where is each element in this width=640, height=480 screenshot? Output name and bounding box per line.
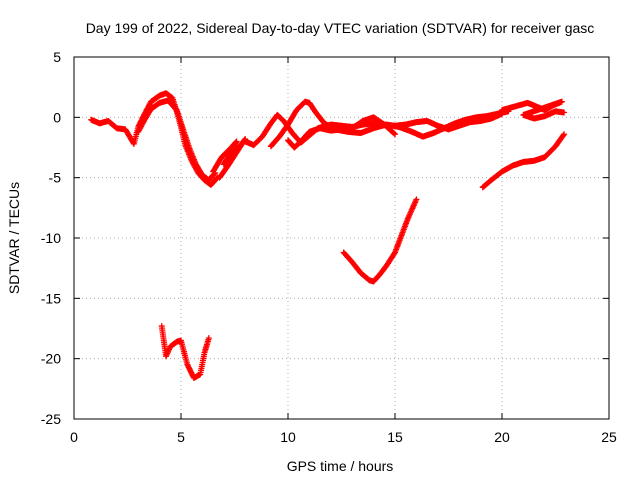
series-arc-v-shape: [340, 196, 420, 285]
series-arc-main-b: [135, 97, 219, 184]
x-tick-label: 15: [387, 429, 403, 445]
chart-title: Day 199 of 2022, Sidereal Day-to-day VTE…: [86, 20, 595, 36]
x-tick-label: 20: [494, 429, 510, 445]
series-arc-scatter-6-8h: [210, 136, 249, 181]
x-axis-label: GPS time / hours: [287, 458, 394, 474]
x-tick-label: 0: [70, 429, 78, 445]
data-point: [560, 132, 567, 139]
y-tick-label: -25: [41, 411, 61, 427]
x-tick-label: 5: [177, 429, 185, 445]
series-arc-late: [499, 98, 568, 122]
series-arc-w-shape: [158, 323, 212, 381]
data-point: [217, 173, 224, 180]
data-point: [413, 196, 420, 203]
axis-ticks: 0 5 10 15 20 25 5 0 -5 -10 -15 -20 -25: [41, 49, 617, 445]
grid-lines: [74, 57, 609, 419]
x-tick-label: 10: [280, 429, 296, 445]
y-tick-label: 0: [53, 109, 61, 125]
data-point: [561, 109, 568, 116]
data-point: [392, 131, 398, 138]
y-tick-label: -5: [49, 170, 62, 186]
y-tick-label: -15: [41, 290, 61, 306]
y-tick-label: -10: [41, 230, 61, 246]
y-tick-label: -20: [41, 351, 61, 367]
y-tick-label: 5: [53, 49, 61, 65]
data-point: [391, 130, 398, 137]
series-arc-right-descending: [479, 131, 568, 191]
data-point: [205, 335, 212, 342]
data-point: [216, 174, 223, 181]
data-point: [561, 131, 568, 138]
data-points: [88, 90, 568, 381]
data-point: [213, 175, 220, 182]
series-arc-mid-c: [285, 114, 398, 151]
y-axis-label: SDTVAR / TECUs: [6, 182, 22, 294]
x-tick-label: 25: [601, 429, 617, 445]
